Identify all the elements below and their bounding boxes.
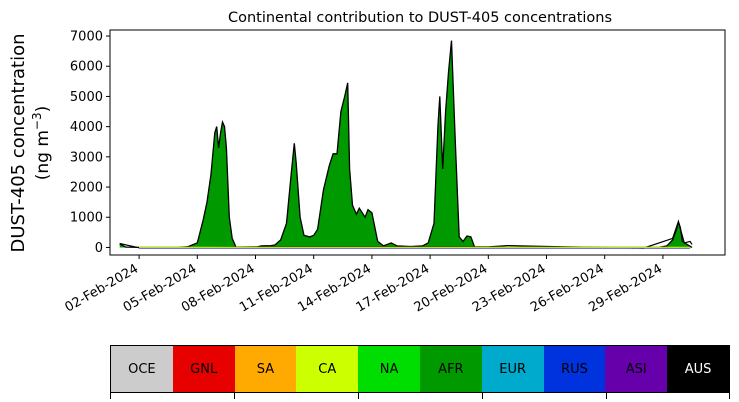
legend-cell-na: NA [358, 346, 420, 392]
series-area-afr [119, 40, 693, 248]
y-axis-unit-open: (ng m [33, 130, 53, 180]
legend-cell-rus: RUS [543, 346, 606, 392]
y-tick-label: 4000 [70, 120, 103, 135]
plot-frame [109, 29, 726, 256]
legend-cell-afr: AFR [419, 346, 482, 392]
legend-cell-asi: ASI [605, 346, 668, 392]
legend-cell-oce: OCE [111, 346, 173, 392]
y-tick-label: 2000 [70, 181, 103, 196]
y-axis-unit-sup: −3 [30, 112, 44, 130]
y-tick-label: 6000 [70, 60, 103, 75]
legend-ticks [110, 393, 730, 399]
legend-cell-ca: CA [296, 346, 359, 392]
y-tick-label: 3000 [70, 150, 103, 165]
y-axis-label: DUST-405 concentration [8, 33, 29, 252]
chart-title: Continental contribution to DUST-405 con… [228, 10, 612, 26]
legend-cell-gnl: GNL [172, 346, 235, 392]
chart-svg: Continental contribution to DUST-405 con… [8, 10, 726, 315]
y-axis-label-main: DUST-405 concentration [8, 33, 29, 252]
y-tick-label: 0 [95, 241, 103, 256]
y-axis-unit-close: ) [33, 106, 53, 113]
legend-cell-eur: EUR [481, 346, 544, 392]
y-axis-unit: (ng m−3) [30, 106, 53, 181]
y-tick-label: 7000 [70, 30, 103, 45]
legend-cell-aus: AUS [667, 346, 729, 392]
legend-cell-sa: SA [234, 346, 297, 392]
y-tick-label: 5000 [70, 90, 103, 105]
y-tick-label: 1000 [70, 211, 103, 226]
color-legend: OCE GNL SA CA NA AFR EUR RUS ASI AUS [110, 345, 730, 393]
plot-area: 0100020003000400050006000700002-Feb-2024… [63, 29, 726, 315]
